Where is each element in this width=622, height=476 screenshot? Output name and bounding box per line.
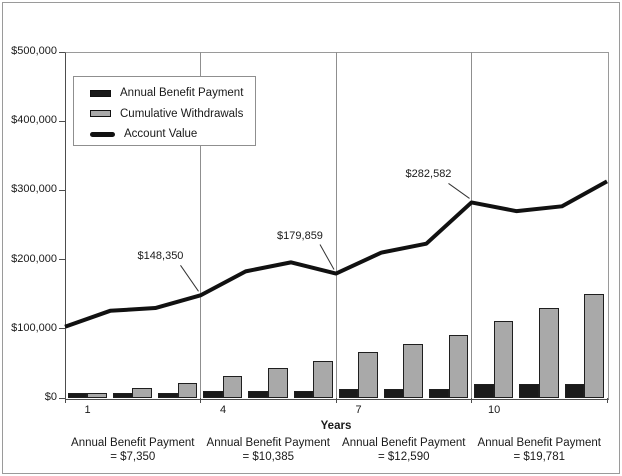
legend-label: Cumulative Withdrawals <box>120 107 244 120</box>
y-axis-tick-label: $200,000 <box>11 252 57 265</box>
x-axis-tick-mark <box>606 398 608 403</box>
footnote-line1: Annual Benefit Payment <box>206 437 330 449</box>
bar-cumulative-withdrawals <box>584 293 604 398</box>
footnote-line2: = $19,781 <box>513 451 565 463</box>
legend: Annual Benefit Payment Cumulative Withdra… <box>73 76 256 146</box>
y-axis-tick-label: $100,000 <box>11 321 57 334</box>
bar-annual-benefit-payment <box>248 390 269 398</box>
legend-item: Annual Benefit Payment <box>90 83 243 103</box>
y-axis-tick-label: $300,000 <box>11 183 57 196</box>
footnote-line1: Annual Benefit Payment <box>477 437 601 449</box>
bar-annual-benefit-payment <box>474 384 494 398</box>
footnote-payment-tier: Annual Benefit Payment = $12,590 <box>324 436 484 464</box>
vertical-gridline <box>471 52 472 398</box>
x-axis-tick-mark <box>200 398 201 403</box>
annotation-label: $282,582 <box>405 168 452 181</box>
legend-swatch-bar <box>90 110 111 117</box>
bar-cumulative-withdrawals <box>538 307 559 398</box>
bar-cumulative-withdrawals <box>358 352 378 398</box>
bar-cumulative-withdrawals <box>448 335 469 398</box>
y-axis-tick-label: $0 <box>44 391 57 403</box>
x-axis-tick-mark <box>335 398 337 403</box>
legend-item: Account Value <box>90 124 197 144</box>
y-axis-tick-mark <box>59 397 65 399</box>
x-axis-tick-label: 1 <box>84 404 91 416</box>
legend-swatch-bar <box>90 89 111 97</box>
bar-annual-benefit-payment <box>564 384 585 398</box>
bar-cumulative-withdrawals <box>313 361 333 398</box>
bar-cumulative-withdrawals <box>87 392 107 398</box>
bar-cumulative-withdrawals <box>267 368 288 398</box>
bar-cumulative-withdrawals <box>132 387 153 398</box>
bar-annual-benefit-payment <box>67 392 88 398</box>
x-axis-tick-label: 4 <box>220 404 227 416</box>
footnote-line1: Annual Benefit Payment <box>71 437 195 449</box>
annotation-label: $148,350 <box>137 250 184 263</box>
x-axis-tick-mark <box>471 398 472 403</box>
legend-swatch-line <box>90 131 115 137</box>
legend-label: Annual Benefit Payment <box>120 87 244 99</box>
y-axis-tick-label: $400,000 <box>11 114 57 127</box>
y-axis-tick-mark <box>59 189 65 191</box>
bar-annual-benefit-payment <box>383 389 404 398</box>
vertical-gridline <box>335 52 337 398</box>
annotation-label: $179,859 <box>277 229 323 242</box>
x-axis-tick-label: 10 <box>487 404 501 416</box>
footnote-payment-tier: Annual Benefit Payment = $19,781 <box>459 436 619 464</box>
x-axis-title: Years <box>320 420 352 432</box>
bar-cumulative-withdrawals <box>403 343 424 398</box>
y-axis-tick-mark <box>59 120 65 122</box>
y-axis-tick-mark <box>59 328 65 330</box>
bar-cumulative-withdrawals <box>493 321 514 398</box>
footnote-payment-tier: Annual Benefit Payment = $7,350 <box>53 436 213 464</box>
bar-annual-benefit-payment <box>293 390 314 398</box>
bar-annual-benefit-payment <box>429 389 449 398</box>
legend-item: Cumulative Withdrawals <box>90 104 243 124</box>
bar-annual-benefit-payment <box>158 392 178 398</box>
footnote-line2: = $10,385 <box>242 451 294 463</box>
legend-label: Account Value <box>124 128 198 140</box>
bar-annual-benefit-payment <box>338 389 359 398</box>
bar-annual-benefit-payment <box>203 390 223 398</box>
bar-annual-benefit-payment <box>112 392 133 398</box>
bar-cumulative-withdrawals <box>222 375 243 398</box>
bar-annual-benefit-payment <box>519 384 540 398</box>
bar-cumulative-withdrawals <box>177 382 198 398</box>
footnote-payment-tier: Annual Benefit Payment = $10,385 <box>188 436 348 464</box>
footnote-line1: Annual Benefit Payment <box>342 437 466 449</box>
y-axis-tick-mark <box>59 259 65 261</box>
y-axis-tick-label: $500,000 <box>11 45 57 57</box>
y-axis-tick-mark <box>59 51 65 53</box>
footnote-line2: = $7,350 <box>110 451 156 463</box>
x-axis-tick-label: 7 <box>355 404 362 416</box>
x-axis-tick-mark <box>64 398 66 403</box>
footnote-line2: = $12,590 <box>378 451 430 463</box>
